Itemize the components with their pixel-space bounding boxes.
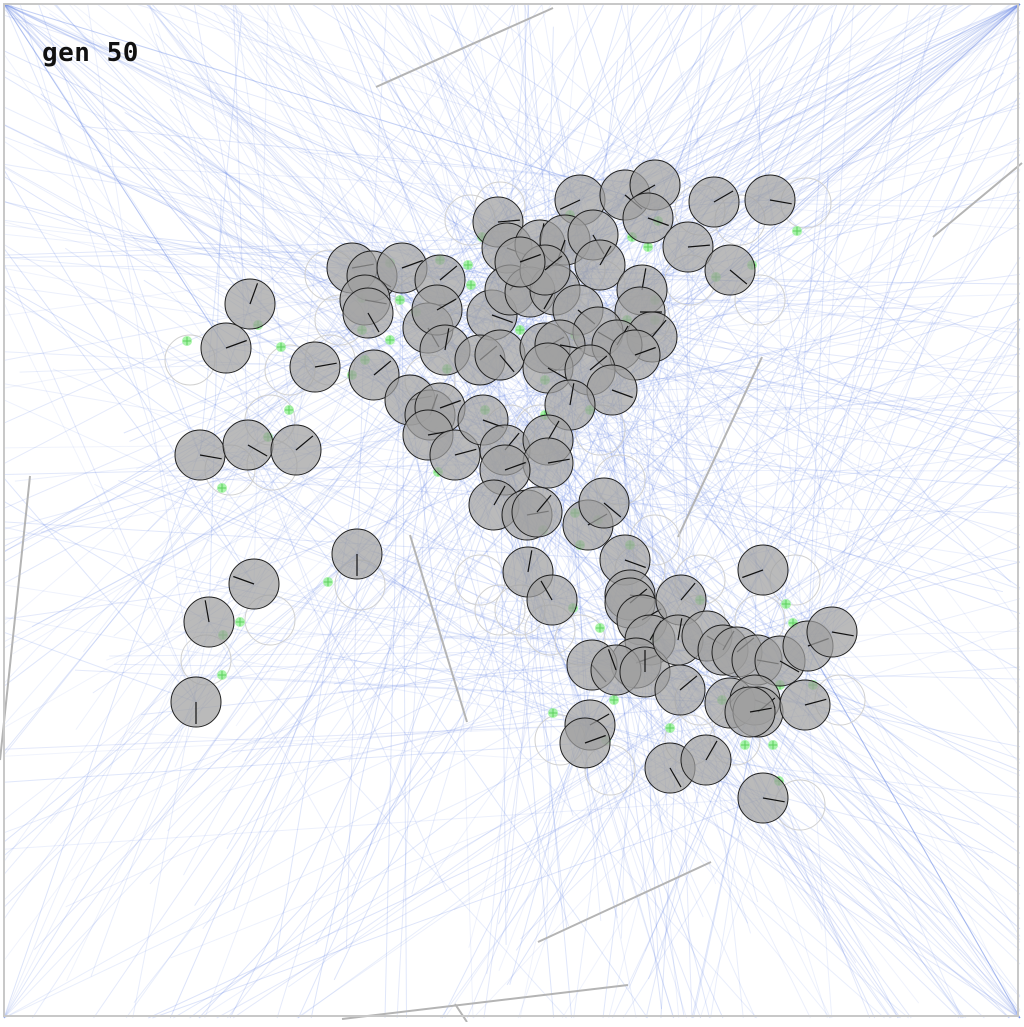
circle-agent-icon xyxy=(527,575,577,625)
wall-segment xyxy=(455,1004,467,1022)
circle-agent-icon xyxy=(175,430,225,480)
food-pellet-icon xyxy=(740,740,750,750)
food-pellet-icon xyxy=(235,617,245,627)
sensor-ray xyxy=(200,455,435,773)
circle-agent-icon xyxy=(780,680,830,730)
food-pellet-icon xyxy=(463,260,473,270)
sensor-ray xyxy=(750,712,961,1018)
sensor-ray xyxy=(4,554,357,1018)
sensor-ray xyxy=(4,725,590,756)
circle-agent-icon xyxy=(184,597,234,647)
circle-agent-icon xyxy=(738,545,788,595)
food-pellet-icon xyxy=(385,335,395,345)
wall-segment xyxy=(0,476,30,760)
food-pellet-icon xyxy=(665,723,675,733)
sensor-ray xyxy=(152,4,402,268)
circle-agent-icon xyxy=(575,240,625,290)
food-pellet-icon xyxy=(395,295,405,305)
sensor-ray xyxy=(4,501,209,622)
circle-agent-icon xyxy=(229,559,279,609)
sensor-ray xyxy=(670,768,1020,1018)
sensor-ray xyxy=(4,4,296,450)
sensor-ray xyxy=(4,445,248,1018)
circle-agent-icon xyxy=(655,665,705,715)
sensor-ray xyxy=(217,768,670,1018)
circle-agent-icon xyxy=(290,342,340,392)
circle-agent-icon xyxy=(523,438,573,488)
food-pellet-icon xyxy=(466,280,476,290)
food-pellet-icon xyxy=(548,708,558,718)
circle-agent-icon xyxy=(560,718,610,768)
sensor-ray xyxy=(66,640,650,907)
sensor-ray xyxy=(90,600,552,821)
sensor-ray xyxy=(585,743,1020,1018)
sensor-ray xyxy=(4,743,585,1018)
circle-agent-icon xyxy=(807,607,857,657)
food-pellet-icon xyxy=(182,336,192,346)
sensor-ray xyxy=(4,640,678,1018)
circle-agent-icon xyxy=(171,677,221,727)
circle-agent-icon xyxy=(271,425,321,475)
food-pellet-icon xyxy=(217,483,227,493)
agents-layer xyxy=(171,160,857,823)
circle-agent-icon xyxy=(689,177,739,227)
food-pellet-icon xyxy=(515,325,525,335)
food-pellet-icon xyxy=(323,577,333,587)
food-pellet-icon xyxy=(284,405,294,415)
circle-agent-icon xyxy=(725,687,775,737)
food-pellet-icon xyxy=(217,670,227,680)
generation-counter: gen 50 xyxy=(42,38,139,68)
food-pellet-icon xyxy=(595,623,605,633)
food-pellet-icon xyxy=(792,226,802,236)
circle-agent-icon xyxy=(681,735,731,785)
circle-agent-icon xyxy=(332,529,382,579)
circle-agent-icon xyxy=(579,478,629,528)
sensor-ray xyxy=(623,798,763,1018)
wall-segment xyxy=(376,8,553,87)
circle-agent-icon xyxy=(512,487,562,537)
circle-agent-icon xyxy=(343,288,393,338)
sensor-ray xyxy=(72,572,529,881)
circle-agent-icon xyxy=(738,773,788,823)
food-pellet-icon xyxy=(781,599,791,609)
sensor-ray xyxy=(148,760,706,1018)
food-pellet-icon xyxy=(768,740,778,750)
food-pellet-icon xyxy=(609,695,619,705)
circle-agent-icon xyxy=(745,175,795,225)
circle-agent-icon xyxy=(225,279,275,329)
circle-agent-icon xyxy=(705,245,755,295)
circle-agent-icon xyxy=(495,237,545,287)
circle-agent-icon xyxy=(201,323,251,373)
circle-agent-icon xyxy=(223,420,273,470)
food-pellet-icon xyxy=(276,342,286,352)
sensor-ray xyxy=(209,622,567,1018)
circle-agent-icon xyxy=(475,330,525,380)
